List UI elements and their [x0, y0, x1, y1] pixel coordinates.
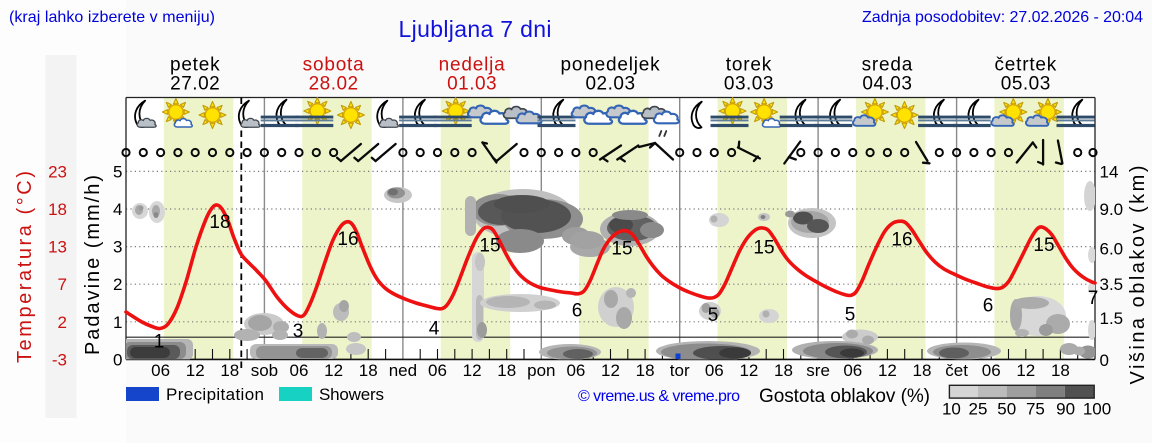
svg-text:12: 12	[186, 361, 205, 380]
svg-text:1.5: 1.5	[1100, 309, 1124, 328]
svg-text:0: 0	[113, 350, 122, 369]
svg-text:16: 16	[891, 230, 912, 251]
svg-text:18: 18	[497, 361, 516, 380]
svg-text:ponedeljek: ponedeljek	[561, 55, 661, 76]
svg-text:12: 12	[463, 361, 482, 380]
svg-text:6: 6	[983, 296, 994, 317]
svg-text:18: 18	[636, 361, 655, 380]
svg-text:28.02: 28.02	[309, 74, 359, 95]
svg-text:2: 2	[113, 275, 122, 294]
svg-text:sre: sre	[806, 361, 830, 380]
svg-text:3.5: 3.5	[1100, 275, 1124, 294]
svg-text:23: 23	[48, 162, 67, 181]
svg-text:6.0: 6.0	[1100, 240, 1124, 259]
svg-text:12: 12	[739, 361, 758, 380]
svg-text:14: 14	[1100, 163, 1119, 182]
svg-text:12: 12	[1016, 361, 1035, 380]
svg-text:18: 18	[220, 361, 239, 380]
svg-text:04.03: 04.03	[862, 74, 912, 95]
svg-text:12: 12	[324, 361, 343, 380]
svg-text:6: 6	[572, 301, 583, 322]
svg-text:5: 5	[708, 305, 719, 326]
svg-text:5: 5	[113, 162, 122, 181]
svg-text:12: 12	[601, 361, 620, 380]
svg-text:Showers: Showers	[319, 385, 384, 404]
svg-text:9.0: 9.0	[1100, 200, 1124, 219]
svg-text:Zadnja posodobitev: 27.02.2026: Zadnja posodobitev: 27.02.2026 - 20:04	[862, 9, 1143, 26]
svg-text:18: 18	[359, 361, 378, 380]
svg-text:18: 18	[1051, 361, 1070, 380]
svg-text:01.03: 01.03	[447, 74, 497, 95]
svg-text:4: 4	[113, 200, 122, 219]
svg-text:Gostota oblakov (%): Gostota oblakov (%)	[759, 386, 930, 407]
svg-text:sob: sob	[251, 361, 278, 380]
svg-text:3: 3	[113, 238, 122, 257]
svg-text:06: 06	[151, 361, 170, 380]
svg-text:13: 13	[48, 238, 67, 257]
svg-text:Ljubljana 7 dni: Ljubljana 7 dni	[399, 16, 552, 42]
svg-text:05.03: 05.03	[1001, 74, 1051, 95]
svg-text:Padavine (mm/h): Padavine (mm/h)	[82, 175, 104, 355]
svg-text:18: 18	[48, 200, 67, 219]
svg-text:12: 12	[878, 361, 897, 380]
svg-text:ned: ned	[389, 361, 417, 380]
svg-text:90: 90	[1056, 400, 1075, 419]
svg-text:7: 7	[58, 275, 67, 294]
svg-text:petek: petek	[170, 55, 220, 76]
svg-text:16: 16	[337, 229, 358, 250]
svg-text:1: 1	[154, 332, 165, 353]
svg-text:sobota: sobota	[303, 55, 365, 76]
svg-text:06: 06	[705, 361, 724, 380]
svg-text:06: 06	[290, 361, 309, 380]
svg-text:15: 15	[611, 239, 632, 260]
svg-text:18: 18	[913, 361, 932, 380]
svg-text:7: 7	[1088, 288, 1099, 309]
svg-text:nedelja: nedelja	[439, 55, 506, 76]
svg-text:27.02: 27.02	[170, 74, 220, 95]
svg-text:75: 75	[1026, 400, 1045, 419]
svg-text:2: 2	[58, 313, 67, 332]
svg-text:© vreme.us & vreme.pro: © vreme.us & vreme.pro	[578, 388, 740, 405]
svg-text:4: 4	[429, 319, 440, 340]
svg-text:06: 06	[843, 361, 862, 380]
svg-text:Precipitation: Precipitation	[166, 385, 264, 404]
svg-text:Temperatura (°C): Temperatura (°C)	[14, 171, 36, 363]
svg-text:pon: pon	[527, 361, 555, 380]
svg-text:50: 50	[997, 400, 1016, 419]
svg-text:18: 18	[774, 361, 793, 380]
svg-text:0: 0	[1100, 351, 1109, 370]
svg-text:03.03: 03.03	[724, 74, 774, 95]
svg-text:100: 100	[1083, 400, 1111, 419]
svg-text:3: 3	[293, 321, 304, 342]
svg-text:tor: tor	[670, 361, 690, 380]
svg-text:-3: -3	[52, 350, 67, 369]
svg-text:torek: torek	[726, 55, 772, 76]
svg-text:06: 06	[982, 361, 1001, 380]
svg-text:(kraj lahko izberete v meniju): (kraj lahko izberete v meniju)	[9, 9, 215, 26]
svg-text:15: 15	[1033, 235, 1054, 256]
svg-text:15: 15	[753, 238, 774, 259]
svg-text:06: 06	[428, 361, 447, 380]
svg-text:1: 1	[113, 313, 122, 332]
svg-text:čet: čet	[945, 361, 968, 380]
svg-text:18: 18	[209, 212, 230, 233]
svg-text:5: 5	[845, 305, 856, 326]
svg-text:25: 25	[969, 400, 988, 419]
svg-text:15: 15	[479, 236, 500, 257]
svg-text:06: 06	[566, 361, 585, 380]
svg-text:02.03: 02.03	[585, 74, 635, 95]
svg-text:10: 10	[942, 400, 961, 419]
svg-text:sreda: sreda	[862, 55, 914, 76]
svg-text:četrtek: četrtek	[994, 55, 1057, 76]
